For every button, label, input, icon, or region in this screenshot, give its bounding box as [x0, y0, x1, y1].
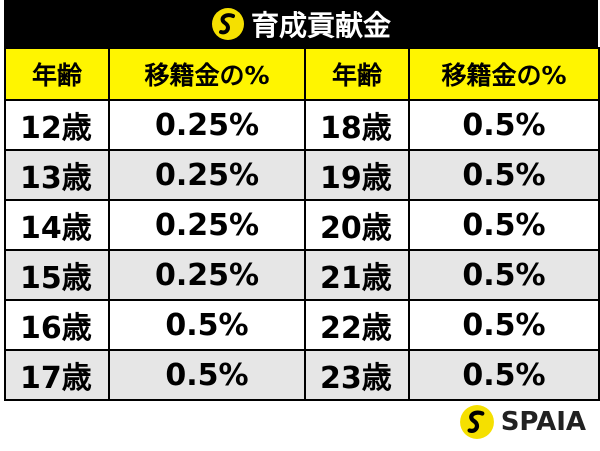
column-header: 年齢 — [304, 47, 410, 101]
age-cell: 18歳 — [304, 99, 410, 151]
header-row: 年齢 移籍金の% 年齢 移籍金の% — [4, 47, 600, 101]
column-header: 年齢 — [4, 47, 110, 101]
rate-cell: 0.5% — [408, 299, 600, 351]
column-header: 移籍金の% — [108, 47, 306, 101]
age-cell: 14歳 — [4, 199, 110, 251]
age-cell: 22歳 — [304, 299, 410, 351]
title-bar: 育成貢献金 — [4, 0, 598, 47]
rate-cell: 0.25% — [108, 99, 306, 151]
age-cell: 17歳 — [4, 349, 110, 401]
table-row: 17歳 0.5% 23歳 0.5% — [4, 349, 600, 401]
title: 育成貢献金 — [250, 8, 391, 42]
rate-cell: 0.5% — [408, 149, 600, 201]
rate-cell: 0.5% — [408, 199, 600, 251]
age-cell: 23歳 — [304, 349, 410, 401]
rate-cell: 0.5% — [408, 249, 600, 301]
table-row: 15歳 0.25% 21歳 0.5% — [4, 249, 600, 301]
rate-cell: 0.5% — [108, 349, 306, 401]
age-cell: 13歳 — [4, 149, 110, 201]
table-row: 12歳 0.25% 18歳 0.5% — [4, 99, 600, 151]
age-cell: 15歳 — [4, 249, 110, 301]
table-row: 16歳 0.5% 22歳 0.5% — [4, 299, 600, 351]
title-logo — [211, 7, 244, 40]
age-cell: 19歳 — [304, 149, 410, 201]
age-cell: 21歳 — [304, 249, 410, 301]
rate-cell: 0.5% — [108, 299, 306, 351]
rate-cell: 0.25% — [108, 249, 306, 301]
rate-cell: 0.25% — [108, 199, 306, 251]
rate-cell: 0.5% — [408, 99, 600, 151]
rate-cell: 0.5% — [408, 349, 600, 401]
table-row: 14歳 0.25% 20歳 0.5% — [4, 199, 600, 251]
age-cell: 16歳 — [4, 299, 110, 351]
brand-name: SPAIA — [500, 407, 586, 437]
table: 年齢 移籍金の% 年齢 移籍金の% 12歳 0.25% 18歳 0.5% 13歳 0.25% 19… — [4, 47, 600, 401]
rate-cell: 0.25% — [108, 149, 306, 201]
brand: SPAIA — [459, 404, 586, 440]
column-header: 移籍金の% — [408, 47, 600, 101]
table-row: 13歳 0.25% 19歳 0.5% — [4, 149, 600, 201]
age-cell: 20歳 — [304, 199, 410, 251]
age-cell: 12歳 — [4, 99, 110, 151]
brand-logo — [459, 405, 494, 439]
